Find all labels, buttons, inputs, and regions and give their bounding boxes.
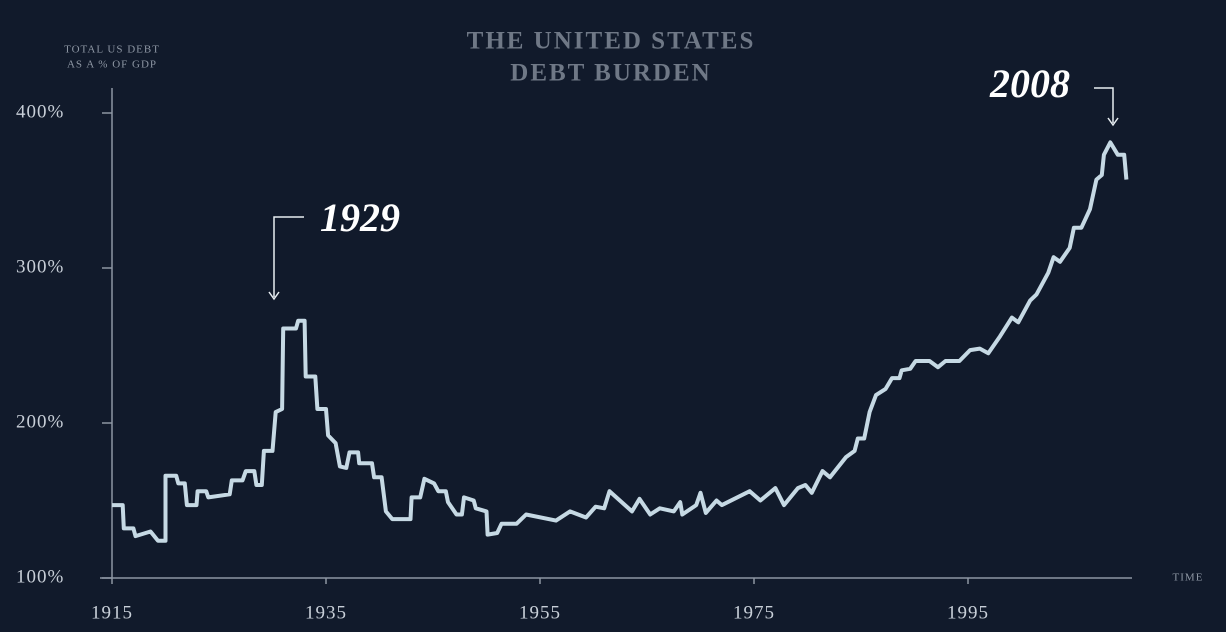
y-tick-label: 400%	[16, 101, 64, 122]
debt-line	[112, 140, 1129, 543]
chart-title: DEBT BURDEN	[510, 60, 711, 87]
x-tick-label: 1915	[91, 602, 133, 623]
annotation: 2008	[989, 61, 1070, 106]
y-axis-label: TOTAL US DEBT	[64, 44, 160, 56]
y-axis-label: AS A % OF GDP	[67, 59, 157, 71]
y-tick-label: 300%	[16, 256, 64, 277]
x-axis-label: TIME	[1173, 572, 1204, 584]
annotation: 1929	[320, 195, 400, 240]
annotation-arrow	[1094, 87, 1114, 123]
x-tick-label: 1935	[305, 602, 347, 623]
chart-title: THE UNITED STATES	[467, 28, 756, 55]
annotation-arrow	[268, 291, 280, 301]
annotation-arrow	[273, 216, 304, 297]
x-tick-label: 1995	[947, 602, 989, 623]
y-tick-label: 200%	[16, 411, 64, 432]
x-tick-label: 1975	[733, 602, 775, 623]
x-tick-label: 1955	[519, 602, 561, 623]
annotation-arrow	[1107, 117, 1119, 127]
y-tick-label: 100%	[16, 566, 64, 587]
